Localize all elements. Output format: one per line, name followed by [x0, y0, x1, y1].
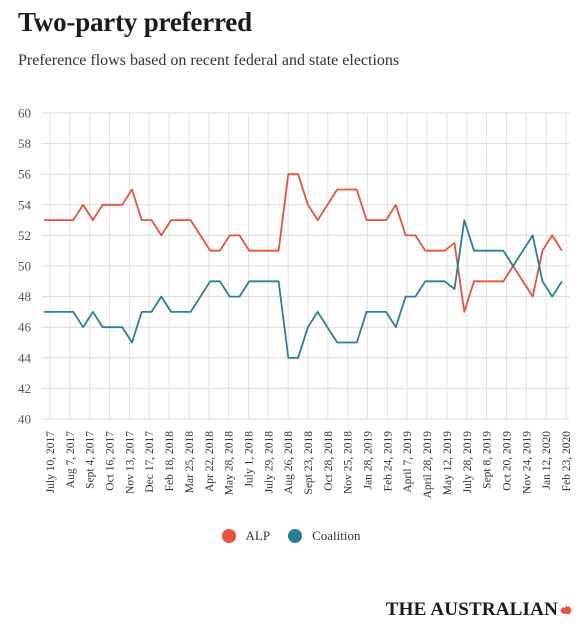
y-tick-label: 48	[18, 289, 31, 304]
australia-map-icon	[560, 605, 572, 615]
legend: ALP Coalition	[0, 528, 582, 544]
x-tick-label: May 28, 2018	[224, 431, 236, 495]
x-tick-label: May 12, 2019	[442, 431, 454, 495]
x-tick-label: Feb 24, 2019	[382, 431, 394, 492]
chart-title: Two-party preferred	[18, 7, 252, 37]
x-tick-label: Oct 28, 2018	[323, 431, 335, 491]
x-tick-label: April 7, 2019	[402, 431, 414, 493]
legend-label-alp: ALP	[245, 528, 271, 543]
x-tick-label: Jan 12, 2020	[541, 431, 553, 490]
y-tick-label: 60	[18, 106, 31, 121]
y-axis-ticks: 40 42 44 46 48 50 52 54 56 58 60	[18, 106, 32, 427]
x-tick-label: Oct 16, 2017	[105, 431, 117, 491]
x-tick-label: Nov 25, 2018	[343, 431, 355, 494]
series-line-coalition	[44, 219, 563, 359]
x-tick-label: Apr 22, 2018	[204, 431, 216, 492]
y-tick-label: 46	[18, 320, 32, 335]
x-tick-label: July 28, 2019	[462, 431, 474, 494]
series-line-alp	[44, 173, 563, 313]
chart-subtitle: Preference flows based on recent federal…	[18, 52, 400, 69]
y-tick-label: 40	[18, 412, 31, 427]
x-tick-label: Sept 8, 2019	[482, 431, 494, 489]
legend-label-coalition: Coalition	[312, 528, 361, 543]
x-tick-label: Aug 7, 2017	[65, 431, 77, 488]
x-tick-label: Nov 24, 2019	[521, 431, 533, 494]
y-tick-label: 42	[18, 381, 31, 396]
legend-swatch-alp	[221, 529, 236, 543]
legend-swatch-coalition	[288, 529, 303, 543]
y-tick-label: 58	[18, 136, 31, 151]
line-chart: 40 42 44 46 48 50 52 54 56 58 60 July 10, 2017 Aug …	[18, 106, 573, 499]
series-lines	[44, 173, 563, 359]
y-tick-label: 54	[18, 197, 32, 212]
y-tick-label: 56	[18, 167, 32, 182]
x-axis-ticks: July 10, 2017 Aug 7, 2017 Sept 4, 2017 Oct …	[45, 431, 573, 499]
x-tick-label: Jan 28, 2019	[363, 431, 375, 490]
x-tick-label: July 29, 2018	[263, 431, 275, 494]
x-tick-label: July 10, 2017	[45, 431, 57, 494]
legend-item-alp[interactable]: ALP	[221, 528, 271, 544]
x-tick-label: Dec 17, 2017	[144, 431, 156, 493]
x-tick-label: Sept 4, 2017	[85, 431, 97, 489]
x-tick-label: Aug 26, 2018	[283, 431, 295, 494]
x-tick-label: Mar 25, 2018	[184, 431, 196, 494]
y-tick-label: 50	[18, 259, 31, 274]
publisher-name: THE AUSTRALIAN	[385, 599, 558, 620]
x-tick-label: July 1, 2018	[243, 431, 255, 488]
legend-item-coalition[interactable]: Coalition	[288, 528, 360, 544]
x-tick-label: April 28, 2019	[422, 431, 434, 499]
x-tick-label: Feb 18, 2018	[164, 431, 176, 492]
x-tick-label: Sept 23, 2018	[303, 431, 315, 495]
y-tick-label: 52	[18, 228, 31, 243]
grid	[42, 112, 570, 420]
publisher-logo: THE AUSTRALIAN	[386, 599, 572, 621]
x-tick-label: Nov 13, 2017	[124, 431, 136, 494]
x-tick-label: Feb 23, 2020	[561, 431, 573, 492]
y-tick-label: 44	[18, 350, 32, 365]
x-tick-label: Oct 20, 2019	[501, 431, 513, 491]
